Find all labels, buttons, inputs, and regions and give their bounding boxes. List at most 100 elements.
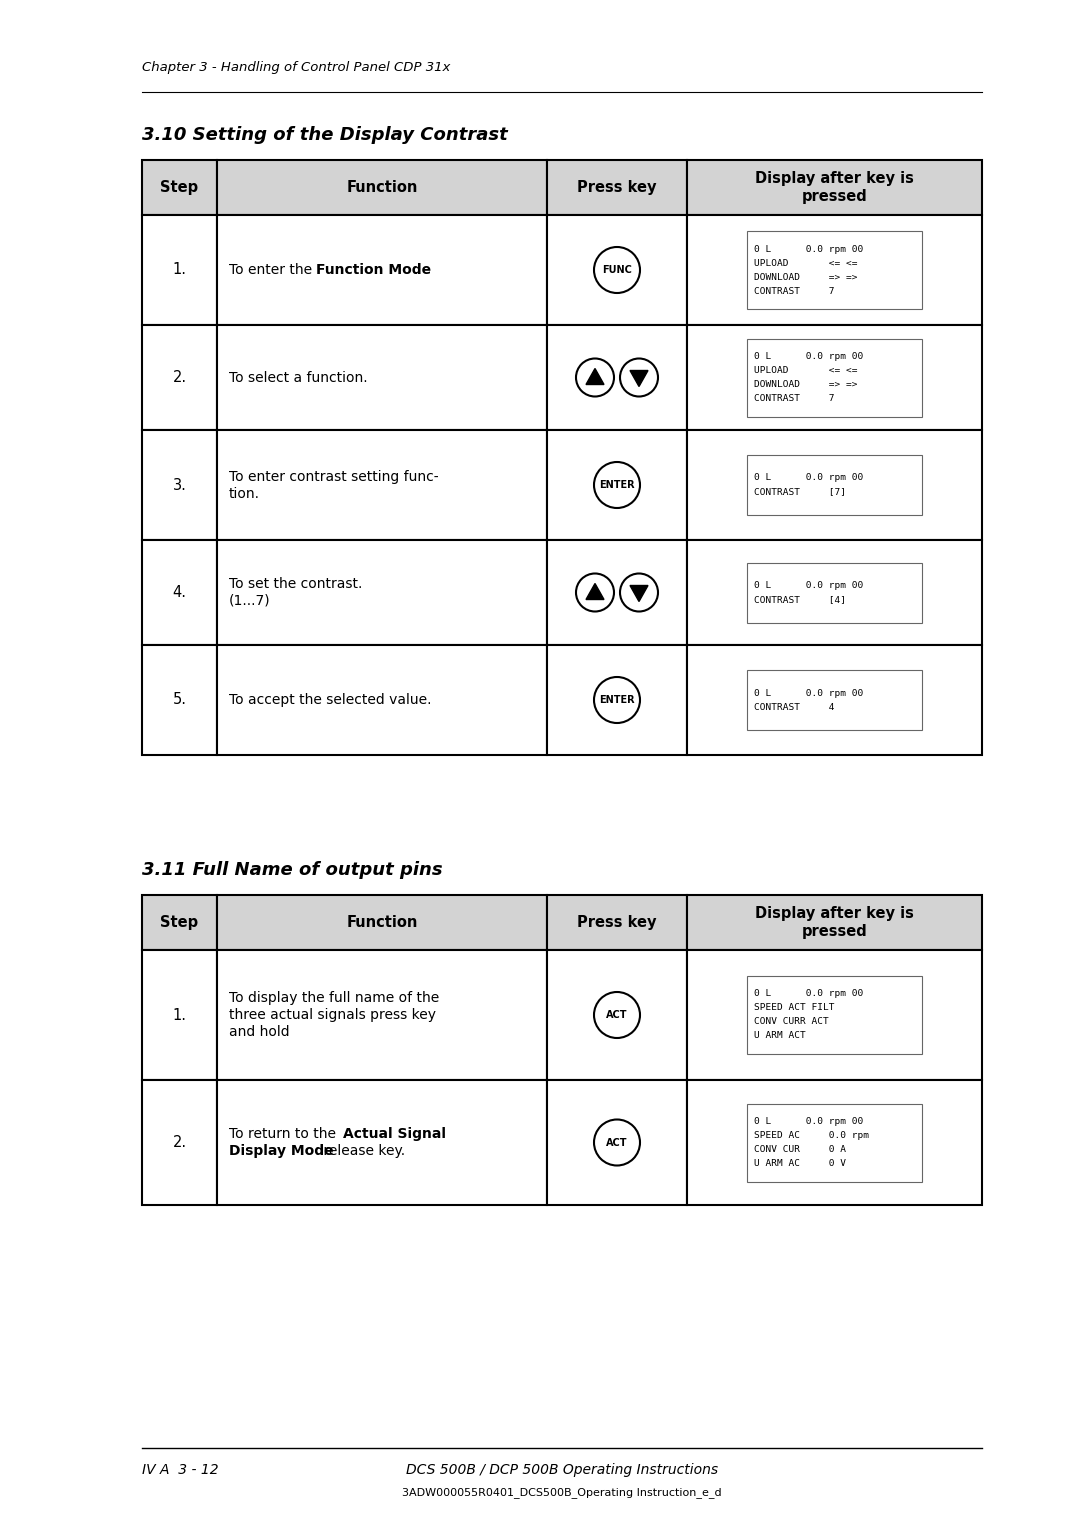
Text: Function: Function <box>347 915 418 931</box>
Bar <box>546 325 687 429</box>
Text: ACT: ACT <box>606 1137 627 1148</box>
Bar <box>546 160 687 215</box>
Text: CONTRAST     7: CONTRAST 7 <box>754 287 835 295</box>
Circle shape <box>576 573 615 611</box>
Text: 0 L      0.0 rpm 00: 0 L 0.0 rpm 00 <box>754 244 863 254</box>
Text: ACT: ACT <box>606 1010 627 1021</box>
Bar <box>687 895 982 950</box>
Polygon shape <box>630 585 648 602</box>
Text: 0 L      0.0 rpm 00: 0 L 0.0 rpm 00 <box>754 351 863 361</box>
Bar <box>217 950 546 1080</box>
Bar <box>546 1080 687 1206</box>
Text: DOWNLOAD     => =>: DOWNLOAD => => <box>754 380 858 390</box>
Text: Actual Signal: Actual Signal <box>343 1128 446 1141</box>
Text: 0 L      0.0 rpm 00: 0 L 0.0 rpm 00 <box>754 581 863 590</box>
Text: To return to the: To return to the <box>229 1128 340 1141</box>
Text: Display after key is
pressed: Display after key is pressed <box>755 171 914 203</box>
Bar <box>141 950 217 1080</box>
Bar <box>217 215 546 325</box>
Text: 4.: 4. <box>173 585 187 601</box>
Bar <box>687 429 982 539</box>
Text: 5.: 5. <box>173 692 187 707</box>
Text: U ARM AC     0 V: U ARM AC 0 V <box>754 1160 846 1167</box>
Text: 0 L      0.0 rpm 00: 0 L 0.0 rpm 00 <box>754 474 863 483</box>
Text: Step: Step <box>161 915 199 931</box>
Polygon shape <box>630 370 648 387</box>
Bar <box>546 950 687 1080</box>
Bar <box>141 160 217 215</box>
Text: CONV CUR     0 A: CONV CUR 0 A <box>754 1144 846 1154</box>
Text: Display after key is
pressed: Display after key is pressed <box>755 906 914 938</box>
Polygon shape <box>586 368 604 385</box>
Text: FUNC: FUNC <box>602 264 632 275</box>
Text: Display Mode: Display Mode <box>229 1144 334 1158</box>
Bar <box>687 1080 982 1206</box>
Text: Chapter 3 - Handling of Control Panel CDP 31x: Chapter 3 - Handling of Control Panel CD… <box>141 61 450 75</box>
Text: 0 L      0.0 rpm 00: 0 L 0.0 rpm 00 <box>754 689 863 697</box>
Bar <box>217 429 546 539</box>
Text: CONTRAST     [7]: CONTRAST [7] <box>754 487 846 497</box>
Text: To set the contrast.: To set the contrast. <box>229 578 363 591</box>
Bar <box>687 539 982 645</box>
Circle shape <box>620 359 658 396</box>
Circle shape <box>594 1120 640 1166</box>
Bar <box>546 645 687 755</box>
Bar <box>141 539 217 645</box>
Bar <box>141 429 217 539</box>
Circle shape <box>594 677 640 723</box>
Bar <box>217 645 546 755</box>
Bar <box>687 215 982 325</box>
Bar <box>546 215 687 325</box>
Text: 3.10 Setting of the Display Contrast: 3.10 Setting of the Display Contrast <box>141 125 508 144</box>
Text: To accept the selected value.: To accept the selected value. <box>229 694 432 707</box>
Bar <box>141 1080 217 1206</box>
Text: IV A  3 - 12: IV A 3 - 12 <box>141 1462 218 1478</box>
Bar <box>747 669 922 730</box>
Text: release key.: release key. <box>319 1144 405 1158</box>
Bar <box>747 455 922 515</box>
Bar <box>217 895 546 950</box>
Bar <box>687 160 982 215</box>
Text: UPLOAD       <= <=: UPLOAD <= <= <box>754 367 858 374</box>
Text: three actual signals press key: three actual signals press key <box>229 1008 436 1022</box>
Text: ENTER: ENTER <box>599 480 635 490</box>
Bar <box>747 976 922 1054</box>
Circle shape <box>594 992 640 1038</box>
Text: To select a function.: To select a function. <box>229 370 367 385</box>
Text: SPEED AC     0.0 rpm: SPEED AC 0.0 rpm <box>754 1131 869 1140</box>
Text: 2.: 2. <box>173 1135 187 1151</box>
Text: 3.: 3. <box>173 477 187 492</box>
Text: and hold: and hold <box>229 1025 289 1039</box>
Circle shape <box>620 573 658 611</box>
Bar <box>217 160 546 215</box>
Text: 3ADW000055R0401_DCS500B_Operating Instruction_e_d: 3ADW000055R0401_DCS500B_Operating Instru… <box>402 1488 721 1499</box>
Circle shape <box>594 248 640 293</box>
Text: CONTRAST     7: CONTRAST 7 <box>754 394 835 403</box>
Text: 0 L      0.0 rpm 00: 0 L 0.0 rpm 00 <box>754 1117 863 1126</box>
Bar <box>687 950 982 1080</box>
Bar <box>687 325 982 429</box>
Bar <box>747 231 922 309</box>
Bar <box>141 895 217 950</box>
Text: SPEED ACT FILT: SPEED ACT FILT <box>754 1004 835 1013</box>
Text: 1.: 1. <box>173 263 187 278</box>
Bar <box>217 325 546 429</box>
Bar <box>217 1080 546 1206</box>
Bar <box>747 562 922 622</box>
Polygon shape <box>586 584 604 599</box>
Text: 2.: 2. <box>173 370 187 385</box>
Text: 1.: 1. <box>173 1007 187 1022</box>
Bar <box>546 539 687 645</box>
Text: Function Mode: Function Mode <box>316 263 431 277</box>
Text: CONTRAST     [4]: CONTRAST [4] <box>754 594 846 604</box>
Text: Press key: Press key <box>577 180 657 196</box>
Text: Step: Step <box>161 180 199 196</box>
Text: ENTER: ENTER <box>599 695 635 704</box>
Bar <box>747 1103 922 1181</box>
Text: CONTRAST     4: CONTRAST 4 <box>754 703 835 712</box>
Bar <box>141 325 217 429</box>
Text: CONV CURR ACT: CONV CURR ACT <box>754 1018 828 1027</box>
Text: Press key: Press key <box>577 915 657 931</box>
Text: .: . <box>414 263 418 277</box>
Text: To enter the: To enter the <box>229 263 316 277</box>
